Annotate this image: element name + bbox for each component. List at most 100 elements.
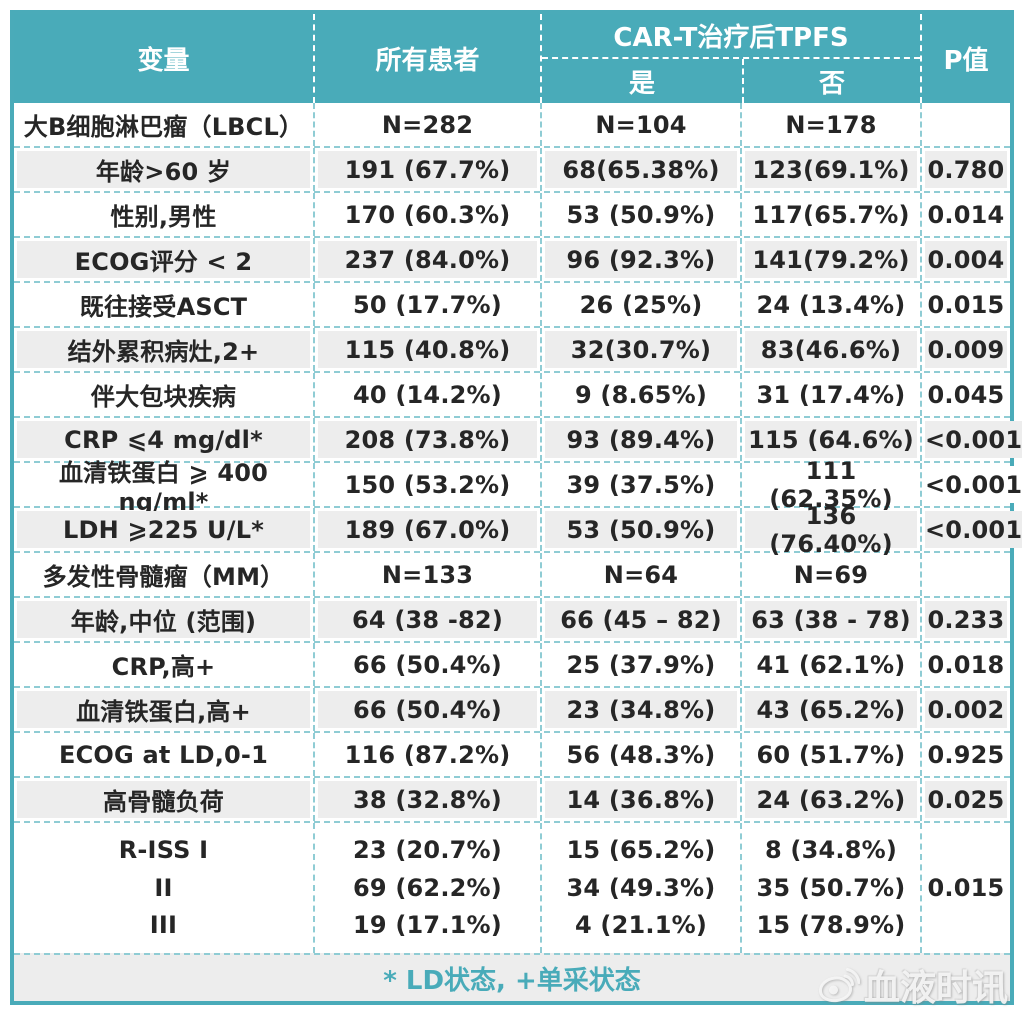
cell-p: 0.925 [920,733,1010,776]
cell-all: 66 (50.4%) [313,643,540,686]
table-row: 性别,男性 170 (60.3%) 53 (50.9%) 117(65.7%) 0.01… [14,191,1010,236]
cell-all: 237 (84.0%) [313,238,540,281]
cell-all: 150 (53.2%) [313,463,540,506]
cell-p: 0.025 [920,778,1010,821]
cell-label: CRP,高+ [14,643,313,686]
table-row: R-ISS I II III 23 (20.7%) 69 (62.2%) 19 (17.1… [14,821,1010,953]
cell-yes: 25 (37.9%) [540,643,740,686]
cell-yes: N=104 [540,103,740,146]
cell-no: 111 (62.35%) [740,457,920,513]
header-cart-tpfs-group: CAR-T治疗后TPFS 是 否 [540,14,920,103]
cell-no: N=69 [740,553,920,596]
cell-label: 血清铁蛋白 ⩾ 400 ng/ml* [14,459,313,516]
cell-all: N=133 [313,553,540,596]
cell-all: 40 (14.2%) [313,373,540,416]
cell-p [920,553,1010,596]
cell-no: 83(46.6%) [740,328,920,371]
table-row: CRP,高+ 66 (50.4%) 25 (37.9%) 41 (62.1%) 0.01… [14,641,1010,686]
cell-yes: 15 (65.2%) 34 (49.3%) 4 (21.1%) [540,823,740,953]
table-row: 大B细胞淋巴瘤（LBCL） N=282 N=104 N=178 [14,103,1010,146]
cell-label: 年龄,中位 (范围) [14,598,313,641]
header-p-value: P值 [920,14,1010,103]
table-row: 结外累积病灶,2+ 115 (40.8%) 32(30.7%) 83(46.6%) 0.… [14,326,1010,371]
cell-all: 208 (73.8%) [313,418,540,461]
table-row: 年龄>60 岁 191 (67.7%) 68(65.38%) 123(69.1%) 0.… [14,146,1010,191]
cell-no: 60 (51.7%) [740,733,920,776]
cell-p: 0.780 [920,148,1010,191]
cell-label: R-ISS I II III [14,823,313,953]
header-yes: 是 [628,68,655,99]
header-variable: 变量 [137,46,190,76]
cell-label: ECOG at LD,0-1 [14,733,313,776]
cell-no: 123(69.1%) [740,148,920,191]
table-row: CRP ⩽4 mg/dl* 208 (73.8%) 93 (89.4%) 115 (6… [14,416,1023,461]
cell-yes: 9 (8.65%) [540,373,740,416]
cell-no: 8 (34.8%) 35 (50.7%) 15 (78.9%) [740,823,920,953]
cell-no: 63 (38 - 78) [740,598,920,641]
cell-yes: 32(30.7%) [540,328,740,371]
cell-p: 0.018 [920,643,1010,686]
cell-p: 0.014 [920,193,1010,236]
cell-no: 141(79.2%) [740,238,920,281]
cell-label: 伴大包块疾病 [14,373,313,416]
cell-yes: 53 (50.9%) [540,193,740,236]
cell-p: 0.015 [920,283,1010,326]
table-row: 血清铁蛋白 ⩾ 400 ng/ml* 150 (53.2%) 39 (37.5%) 1… [14,457,1023,516]
header-no: 否 [742,59,920,103]
table-row: LDH ⩾225 U/L* 189 (67.0%) 53 (50.9%) 136 (7… [14,502,1023,558]
table-row: 高骨髓负荷 38 (32.8%) 14 (36.8%) 24 (63.2%) 0.025 [14,776,1010,821]
table-row: 既往接受ASCT 50 (17.7%) 26 (25%) 24 (13.4%) 0.01… [14,281,1010,326]
cell-yes: 93 (89.4%) [540,418,740,461]
cell-yes: 23 (34.8%) [540,688,740,731]
table-body: 大B细胞淋巴瘤（LBCL） N=282 N=104 N=178 年龄>60 岁 191 (… [14,103,1023,953]
cell-p [920,103,1010,146]
cell-p: 0.233 [920,598,1010,641]
table-header: 变量 所有患者 CAR-T治疗后TPFS 是 否 P值 [14,14,1010,103]
cell-label: CRP ⩽4 mg/dl* [14,418,313,461]
header-all-patients: 所有患者 [313,14,540,103]
cell-no: 41 (62.1%) [740,643,920,686]
cell-yes: 26 (25%) [540,283,740,326]
cell-all: 191 (67.7%) [313,148,540,191]
cell-label: 多发性骨髓瘤（MM） [14,553,313,596]
cell-p: <0.001 [920,508,1024,551]
table-row: 血清铁蛋白,高+ 66 (50.4%) 23 (34.8%) 43 (65.2%) 0.… [14,686,1010,731]
cell-all: 66 (50.4%) [313,688,540,731]
cell-yes: 68(65.38%) [540,148,740,191]
cell-p: 0.009 [920,328,1010,371]
cell-yes: 39 (37.5%) [540,463,740,506]
cell-no: 136 (76.40%) [740,502,920,558]
cell-all: 170 (60.3%) [313,193,540,236]
header-subrow: 是 否 [542,59,920,103]
cell-label: 年龄>60 岁 [14,148,313,191]
cell-p: <0.001 [920,463,1024,506]
cell-all: 64 (38 -82) [313,598,540,641]
cell-no: 115 (64.6%) [740,418,920,461]
cell-all: N=282 [313,103,540,146]
cell-label: 性别,男性 [14,193,313,236]
cell-all: 115 (40.8%) [313,328,540,371]
cell-yes: 96 (92.3%) [540,238,740,281]
cell-label: 高骨髓负荷 [14,778,313,821]
clinical-characteristics-table: 变量 所有患者 CAR-T治疗后TPFS 是 否 P值 大B细胞淋巴瘤（LBCL… [10,10,1023,1005]
cell-yes: N=64 [540,553,740,596]
cell-all: 189 (67.0%) [313,508,540,551]
cell-no: 24 (13.4%) [740,283,920,326]
cell-all: 50 (17.7%) [313,283,540,326]
cell-label: 结外累积病灶,2+ [14,328,313,371]
cell-all: 38 (32.8%) [313,778,540,821]
header-group-title: CAR-T治疗后TPFS [542,14,920,59]
cell-yes: 14 (36.8%) [540,778,740,821]
table-row: 年龄,中位 (范围) 64 (38 -82) 66 (45 – 82) 63 (38 … [14,596,1010,641]
cell-label: ECOG评分 < 2 [14,238,313,281]
cell-no: 117(65.7%) [740,193,920,236]
cell-no: N=178 [740,103,920,146]
cell-label: LDH ⩾225 U/L* [14,508,313,551]
cell-no: 24 (63.2%) [740,778,920,821]
table-row: ECOG at LD,0-1 116 (87.2%) 56 (48.3%) 60 (5… [14,731,1010,776]
cell-p: <0.001 [920,418,1024,461]
cell-all: 116 (87.2%) [313,733,540,776]
cell-label: 血清铁蛋白,高+ [14,688,313,731]
cell-label: 大B细胞淋巴瘤（LBCL） [14,103,313,146]
footnote: * LD状态, +单采状态 [14,953,1010,1001]
